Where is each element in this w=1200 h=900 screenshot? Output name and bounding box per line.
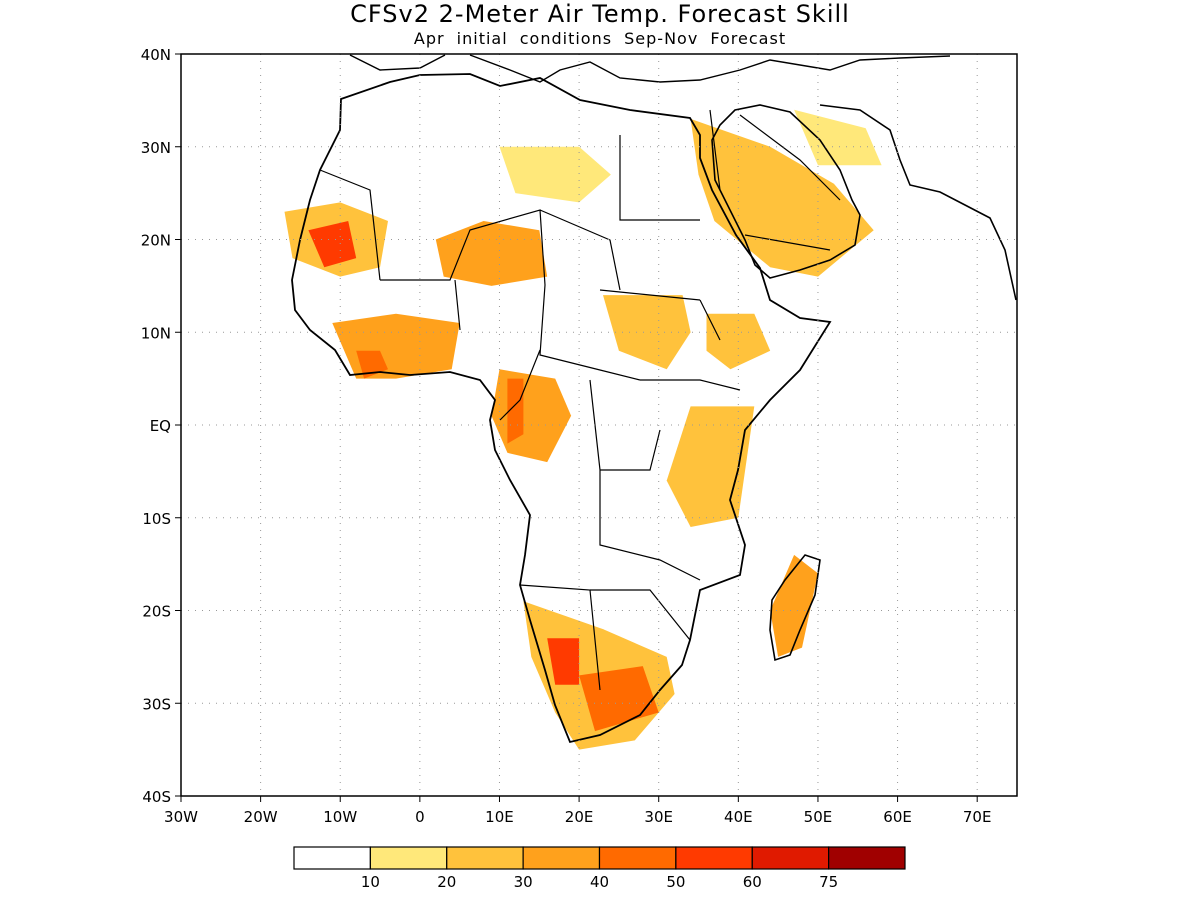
- colorbar-swatch: [598, 846, 677, 870]
- skill-region-sudan-ssudan: [603, 295, 691, 370]
- y-tick-label: EQ: [150, 417, 171, 435]
- colorbar-swatch: [675, 846, 753, 870]
- colorbar-swatch: [369, 846, 448, 870]
- country-borders: [319, 109, 841, 691]
- map-subtitle: Apr initial conditions Sep-Nov Forecast: [413, 29, 787, 48]
- x-tick-label: 20W: [244, 808, 278, 826]
- x-tick-label: 70E: [963, 808, 992, 826]
- colorbar-label: 50: [666, 873, 685, 891]
- skill-region-west-africa-coast: [332, 313, 460, 379]
- y-tick-label: 10N: [141, 324, 171, 342]
- europe-coastline: [349, 54, 951, 83]
- y-tick-label: 40N: [141, 46, 171, 64]
- y-tick-label: 10S: [142, 510, 171, 528]
- colorbar-swatch: [446, 846, 524, 870]
- x-tick-label: 10W: [323, 808, 357, 826]
- skill-region-iran-south: [794, 109, 882, 166]
- map-title: CFSv2 2-Meter Air Temp. Forecast Skill: [350, 0, 850, 28]
- skill-region-mauritania-core: [308, 221, 357, 268]
- skill-region-congo: [491, 369, 572, 463]
- skill-region-east-africa: [666, 406, 755, 527]
- x-tick-label: 30E: [644, 808, 673, 826]
- colorbar-swatch: [293, 846, 371, 870]
- africa-coastline: [291, 73, 832, 744]
- colorbar: 10 20 30 40 50 60 75: [293, 846, 906, 891]
- skill-region-egypt-arabia: [690, 118, 874, 277]
- skill-region-niger-chad: [435, 221, 548, 286]
- skill-region-libya: [499, 146, 611, 203]
- axis-labels: 30W 20W 10W 0 10E 20E 30E 40E 50E 60E 70E 40N 30N 20N…: [141, 46, 992, 826]
- skill-region-namibia-core: [547, 638, 580, 685]
- colorbar-label: 40: [590, 873, 609, 891]
- y-tick-label: 20N: [141, 232, 171, 250]
- colorbar-label: 60: [743, 873, 762, 891]
- x-tick-label: 30W: [164, 808, 198, 826]
- skill-fill-layer: [284, 109, 882, 750]
- y-tick-label: 30S: [142, 695, 171, 713]
- x-tick-label: 20E: [565, 808, 594, 826]
- skill-region-madagascar: [770, 554, 818, 657]
- skill-region-gabon-core: [507, 378, 524, 444]
- y-tick-label: 20S: [142, 603, 171, 621]
- colorbar-swatch: [751, 846, 830, 870]
- x-tick-label: 10E: [485, 808, 514, 826]
- colorbar-label: 75: [819, 873, 838, 891]
- colorbar-label: 10: [361, 873, 380, 891]
- colorbar-swatch: [522, 846, 601, 870]
- asia-coastline: [819, 104, 1017, 301]
- colorbar-label: 30: [514, 873, 533, 891]
- x-tick-label: 60E: [883, 808, 912, 826]
- y-tick-label: 40S: [142, 788, 171, 806]
- coastline-layer: [291, 54, 1017, 744]
- colorbar-label: 20: [437, 873, 456, 891]
- colorbar-swatch: [828, 846, 906, 870]
- x-tick-label: 50E: [804, 808, 833, 826]
- madagascar-coastline: [769, 554, 821, 662]
- y-tick-label: 30N: [141, 139, 171, 157]
- x-tick-label: 0: [415, 808, 425, 826]
- arabia-coastline: [711, 104, 861, 279]
- x-tick-label: 40E: [724, 808, 753, 826]
